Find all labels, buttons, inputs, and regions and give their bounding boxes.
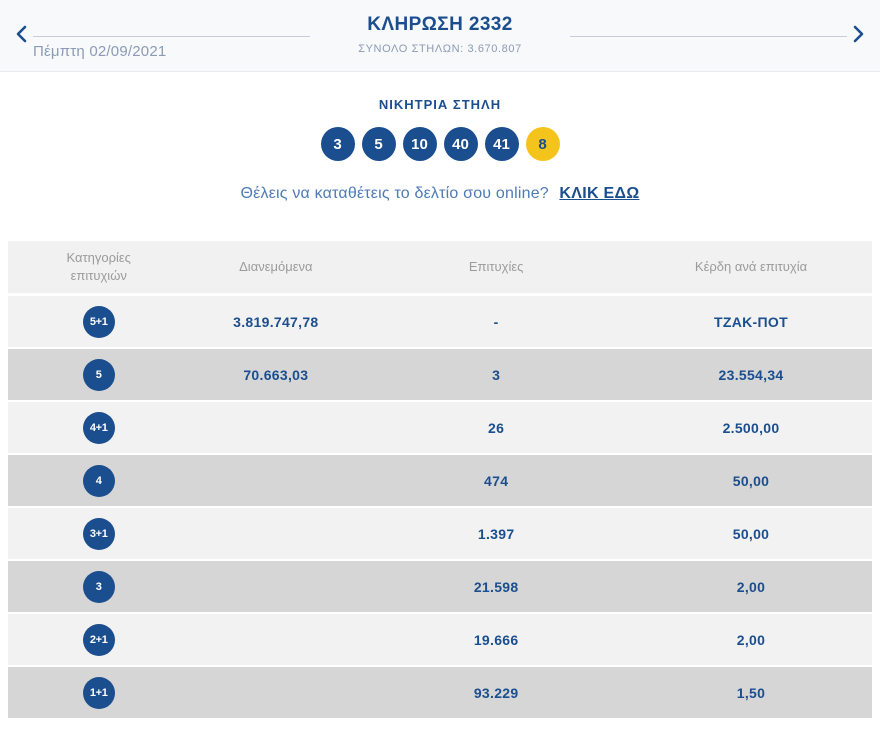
- previous-draw-button[interactable]: [10, 14, 33, 54]
- results-table: Κατηγορίες επιτυχιών Διανεμόμενα Επιτυχί…: [8, 241, 872, 718]
- winners-value: 21.598: [473, 578, 519, 595]
- payout-value: ΤΖΑΚ-ΠΟΤ: [714, 313, 788, 330]
- distributed-value: 3.819.747,78: [233, 313, 319, 330]
- category-badge-1plus1: 1+1: [82, 676, 115, 709]
- table-row-4plus1: 4+1 26 2.500,00: [8, 402, 872, 453]
- next-draw-area: [570, 0, 870, 71]
- category-badge-4: 4: [82, 464, 115, 497]
- category-badge-4plus1: 4+1: [82, 411, 115, 444]
- draw-navigation-bar: Πέμπτη 02/09/2021 ΚΛΗΡΩΣΗ 2332 ΣΥΝΟΛΟ ΣΤ…: [0, 0, 880, 72]
- table-row-5: 5 70.663,03 3 23.554,34: [8, 349, 872, 400]
- online-cta-question: Θέλεις να καταθέτεις το δελτίο σου onlin…: [240, 185, 549, 202]
- table-row-2plus1: 2+1 19.666 2,00: [8, 614, 872, 665]
- winning-number-ball-4: 40: [443, 127, 478, 161]
- online-cta-link[interactable]: ΚΛΙΚ ΕΔΩ: [559, 185, 640, 202]
- divider-line-left: [33, 36, 310, 37]
- category-badge-2plus1: 2+1: [82, 623, 115, 656]
- winning-numbers-row: 3 5 10 40 41 8: [0, 127, 880, 161]
- winning-column-section: ΝΙΚΗΤΡΙΑ ΣΤΗΛΗ 3 5 10 40 41 8: [0, 97, 880, 161]
- table-row-4: 4 474 50,00: [8, 455, 872, 506]
- winning-number-ball-3: 10: [402, 127, 437, 161]
- table-row-1plus1: 1+1 93.229 1,50: [8, 667, 872, 718]
- bonus-number-ball: 8: [525, 127, 560, 161]
- winners-value: 93.229: [473, 684, 519, 701]
- payout-value: 2,00: [736, 578, 766, 595]
- winners-value: 3: [492, 366, 501, 383]
- payout-value: 50,00: [732, 525, 770, 542]
- winners-value: 1.397: [477, 525, 515, 542]
- online-cta: Θέλεις να καταθέτεις το δελτίο σου onlin…: [0, 185, 880, 203]
- winners-value: -: [493, 313, 499, 330]
- category-badge-3: 3: [82, 570, 115, 603]
- previous-draw-area: Πέμπτη 02/09/2021: [10, 0, 310, 71]
- winners-value: 19.666: [473, 631, 519, 648]
- column-header-categories: Κατηγορίες επιτυχιών: [66, 250, 131, 283]
- payout-value: 2,00: [736, 631, 766, 648]
- winners-value: 26: [488, 419, 505, 436]
- column-header-payout: Κέρδη ανά επιτυχία: [694, 259, 808, 275]
- winners-value: 474: [484, 472, 509, 489]
- winning-column-title: ΝΙΚΗΤΡΙΑ ΣΤΗΛΗ: [378, 97, 502, 112]
- total-columns-label: ΣΥΝΟΛΟ ΣΤΗΛΩΝ: 3.670.807: [358, 43, 522, 55]
- divider-line-right: [570, 36, 847, 37]
- distributed-value: 70.663,03: [243, 366, 309, 383]
- draw-title: ΚΛΗΡΩΣΗ 2332: [367, 14, 513, 35]
- next-draw-button[interactable]: [847, 14, 870, 54]
- column-header-winners: Επιτυχίες: [468, 259, 524, 275]
- category-badge-3plus1: 3+1: [82, 517, 115, 550]
- chevron-left-icon: [16, 25, 27, 43]
- draw-date: Πέμπτη 02/09/2021: [33, 43, 167, 60]
- winning-number-ball-5: 41: [484, 127, 519, 161]
- category-badge-5: 5: [82, 358, 115, 391]
- payout-value: 2.500,00: [722, 419, 780, 436]
- next-divider-block: [570, 0, 847, 71]
- table-row-3: 3 21.598 2,00: [8, 561, 872, 612]
- column-header-distributed: Διανεμόμενα: [239, 259, 313, 275]
- payout-value: 23.554,34: [718, 366, 784, 383]
- table-row-3plus1: 3+1 1.397 50,00: [8, 508, 872, 559]
- winning-number-ball-2: 5: [361, 127, 396, 161]
- payout-value: 1,50: [736, 684, 766, 701]
- winning-number-ball-1: 3: [320, 127, 355, 161]
- chevron-right-icon: [853, 25, 864, 43]
- payout-value: 50,00: [732, 472, 770, 489]
- results-table-header: Κατηγορίες επιτυχιών Διανεμόμενα Επιτυχί…: [8, 241, 872, 293]
- table-row-5plus1: 5+1 3.819.747,78 - ΤΖΑΚ-ΠΟΤ: [8, 296, 872, 347]
- draw-date-block: Πέμπτη 02/09/2021: [33, 0, 310, 71]
- category-badge-5plus1: 5+1: [82, 305, 115, 338]
- draw-title-block: ΚΛΗΡΩΣΗ 2332 ΣΥΝΟΛΟ ΣΤΗΛΩΝ: 3.670.807: [310, 0, 570, 71]
